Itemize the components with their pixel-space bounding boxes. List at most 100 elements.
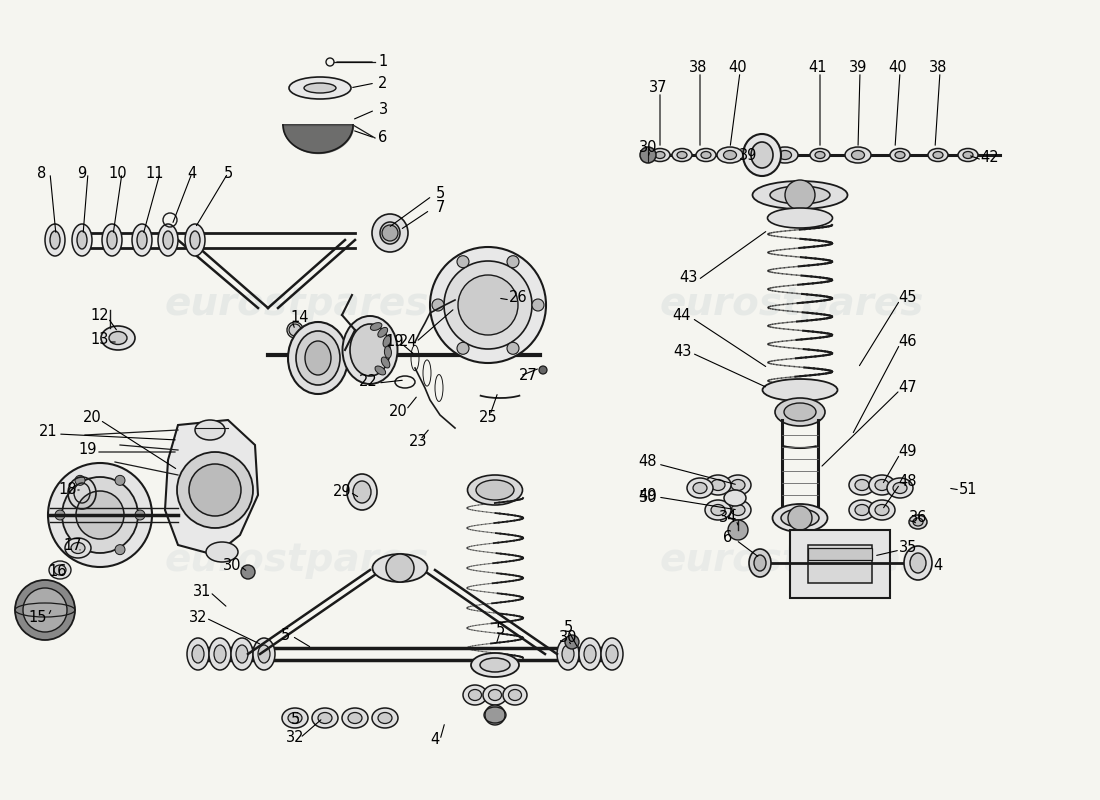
Ellipse shape xyxy=(742,134,781,176)
Ellipse shape xyxy=(163,231,173,249)
Ellipse shape xyxy=(236,645,248,663)
Ellipse shape xyxy=(768,208,833,228)
Text: eurostpares: eurostpares xyxy=(660,541,924,579)
Text: 39: 39 xyxy=(739,147,757,162)
Ellipse shape xyxy=(584,645,596,663)
Circle shape xyxy=(62,477,138,553)
Ellipse shape xyxy=(289,77,351,99)
Text: 30: 30 xyxy=(639,141,658,155)
Text: 49: 49 xyxy=(899,445,917,459)
Ellipse shape xyxy=(258,645,270,663)
Ellipse shape xyxy=(353,481,371,503)
Circle shape xyxy=(189,464,241,516)
Text: 27: 27 xyxy=(518,367,538,382)
Ellipse shape xyxy=(50,561,72,579)
Ellipse shape xyxy=(928,149,948,162)
Ellipse shape xyxy=(253,638,275,670)
Ellipse shape xyxy=(845,147,871,163)
Ellipse shape xyxy=(849,475,875,495)
Text: 25: 25 xyxy=(478,410,497,426)
Circle shape xyxy=(116,545,125,554)
Text: 15: 15 xyxy=(29,610,47,626)
Text: 30: 30 xyxy=(222,558,241,573)
Text: 32: 32 xyxy=(189,610,207,626)
Ellipse shape xyxy=(717,147,743,163)
Circle shape xyxy=(458,275,518,335)
Text: 40: 40 xyxy=(728,61,747,75)
Text: 1: 1 xyxy=(378,54,387,70)
Ellipse shape xyxy=(749,549,771,577)
Ellipse shape xyxy=(158,224,178,256)
Ellipse shape xyxy=(732,479,745,490)
Text: 14: 14 xyxy=(290,310,309,326)
Text: 17: 17 xyxy=(64,538,82,553)
Ellipse shape xyxy=(296,331,340,385)
Circle shape xyxy=(485,705,505,725)
Text: 26: 26 xyxy=(508,290,527,306)
Text: 49: 49 xyxy=(639,487,658,502)
Ellipse shape xyxy=(185,224,205,256)
Ellipse shape xyxy=(724,490,746,506)
Ellipse shape xyxy=(855,505,869,515)
Circle shape xyxy=(532,299,544,311)
Ellipse shape xyxy=(913,518,923,526)
Ellipse shape xyxy=(192,645,204,663)
Text: 10: 10 xyxy=(109,166,128,181)
Ellipse shape xyxy=(45,224,65,256)
Ellipse shape xyxy=(107,231,117,249)
Circle shape xyxy=(23,588,67,632)
Ellipse shape xyxy=(469,690,482,701)
Ellipse shape xyxy=(471,653,519,677)
Ellipse shape xyxy=(372,708,398,728)
Text: 5: 5 xyxy=(280,627,289,642)
Ellipse shape xyxy=(711,479,725,490)
Circle shape xyxy=(55,510,65,520)
Ellipse shape xyxy=(752,181,847,209)
Ellipse shape xyxy=(384,346,392,358)
Ellipse shape xyxy=(688,478,713,498)
Circle shape xyxy=(177,452,253,528)
Ellipse shape xyxy=(904,546,932,580)
Ellipse shape xyxy=(50,231,60,249)
Ellipse shape xyxy=(206,542,238,562)
Ellipse shape xyxy=(895,151,905,158)
Ellipse shape xyxy=(874,505,889,515)
Circle shape xyxy=(788,506,812,530)
Circle shape xyxy=(75,475,85,486)
Text: 34: 34 xyxy=(718,510,737,526)
Ellipse shape xyxy=(379,222,400,244)
Ellipse shape xyxy=(383,336,390,347)
Circle shape xyxy=(444,261,532,349)
Ellipse shape xyxy=(606,645,618,663)
Text: 12: 12 xyxy=(90,309,109,323)
Circle shape xyxy=(456,256,469,268)
Ellipse shape xyxy=(909,515,927,529)
Ellipse shape xyxy=(65,538,91,558)
Circle shape xyxy=(382,225,398,241)
Ellipse shape xyxy=(732,505,745,515)
Ellipse shape xyxy=(701,151,711,158)
Ellipse shape xyxy=(890,149,910,162)
Text: 23: 23 xyxy=(409,434,427,450)
Text: 24: 24 xyxy=(398,334,417,350)
Text: 35: 35 xyxy=(899,541,917,555)
Text: 4: 4 xyxy=(187,166,197,181)
Text: 48: 48 xyxy=(639,454,658,470)
Circle shape xyxy=(76,491,124,539)
Text: 48: 48 xyxy=(899,474,917,490)
Ellipse shape xyxy=(724,150,737,159)
Text: 20: 20 xyxy=(82,410,101,426)
Ellipse shape xyxy=(342,708,369,728)
Text: 32: 32 xyxy=(286,730,305,746)
Ellipse shape xyxy=(54,565,66,575)
Ellipse shape xyxy=(476,480,514,500)
Circle shape xyxy=(15,580,75,640)
Ellipse shape xyxy=(373,554,428,582)
Ellipse shape xyxy=(132,224,152,256)
Ellipse shape xyxy=(371,322,382,330)
Text: 38: 38 xyxy=(689,61,707,75)
Ellipse shape xyxy=(676,151,688,158)
Ellipse shape xyxy=(109,331,126,345)
Text: 42: 42 xyxy=(981,150,999,166)
Ellipse shape xyxy=(72,224,92,256)
